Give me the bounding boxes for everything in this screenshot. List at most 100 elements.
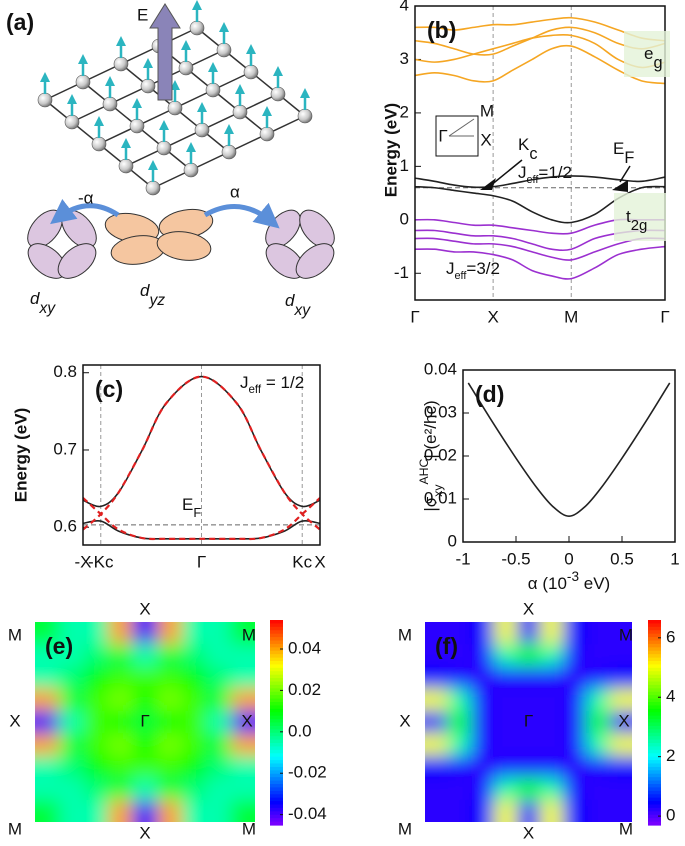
colorbar-step — [270, 746, 283, 751]
y-axis-label: Energy (eV) — [381, 103, 400, 197]
colorbar-step — [648, 739, 661, 744]
heat-cell — [563, 666, 587, 690]
spin-arrow-head — [273, 66, 283, 76]
annotation: Jeff=1/2 — [518, 163, 572, 185]
text-part: F — [624, 149, 634, 167]
x-tick-label: 1 — [670, 549, 679, 568]
heat-cell — [609, 755, 632, 779]
colorbar-step — [270, 678, 283, 683]
heat-cell — [586, 644, 610, 667]
colorbar-step — [270, 630, 283, 635]
colorbar-step — [270, 756, 283, 761]
heat-cell — [448, 688, 472, 712]
heat-cell — [35, 644, 60, 667]
colorbar-step — [648, 671, 661, 676]
colorbar-step — [270, 804, 283, 809]
heat-cell — [181, 644, 207, 667]
heat-cell — [132, 644, 158, 667]
colorbar-step — [648, 650, 661, 655]
colorbar-step — [648, 643, 661, 648]
panel-label: (f) — [435, 633, 458, 659]
heat-cell — [586, 733, 610, 756]
heat-cell — [586, 710, 610, 734]
annotation: dxy — [285, 291, 311, 318]
colorbar-step — [648, 743, 661, 748]
point-label: X — [241, 711, 252, 730]
heat-cell — [206, 666, 232, 690]
heat-cell — [494, 644, 518, 667]
heat-cell — [83, 710, 109, 734]
heat-cell — [108, 644, 134, 667]
annotation: t2g — [626, 207, 647, 234]
colorbar-step — [270, 712, 283, 717]
colorbar-step — [648, 777, 661, 782]
colorbar-step — [648, 657, 661, 662]
heat-cell — [448, 733, 472, 756]
atom — [37, 92, 53, 108]
heat-cell — [586, 622, 610, 645]
heat-cell — [132, 733, 158, 756]
heat-cell — [108, 666, 134, 690]
heat-cell — [132, 777, 158, 801]
colorbar-step — [648, 681, 661, 686]
text-part: yz — [148, 292, 165, 309]
colorbar-step — [648, 708, 661, 713]
heat-cell — [108, 799, 134, 822]
heat-cell — [108, 755, 134, 779]
highlight-box — [624, 31, 670, 77]
text-part: J — [518, 163, 527, 182]
heatmap-cells — [425, 622, 632, 822]
x-tick-label: X — [314, 552, 325, 571]
heat-cell — [586, 799, 610, 822]
heat-cell — [59, 777, 85, 801]
heat-cell — [35, 799, 60, 822]
colorbar-step — [270, 732, 283, 737]
colorbar-step — [648, 661, 661, 666]
text-part: eV) — [579, 574, 610, 593]
colorbar-step — [648, 630, 661, 635]
heat-cell — [230, 755, 255, 779]
colorbar-label: -0.04 — [288, 804, 327, 823]
heat-cell — [230, 666, 255, 690]
text-part: e — [644, 44, 653, 63]
heat-cell — [425, 755, 449, 779]
colorbar-step — [270, 623, 283, 628]
colorbar-step — [270, 647, 283, 652]
colorbar-step — [648, 756, 661, 761]
heat-cell — [517, 688, 541, 712]
point-label: M — [242, 625, 256, 644]
y-tick-label: 0.02 — [424, 445, 457, 464]
band-line — [415, 237, 665, 261]
heat-cell — [83, 777, 109, 801]
annotation: EF — [613, 139, 634, 167]
heat-cell — [494, 799, 518, 822]
y-tick-label: 0.03 — [424, 402, 457, 421]
text-part: =1/2 — [538, 163, 572, 182]
colorbar-step — [648, 705, 661, 710]
heat-cell — [425, 733, 449, 756]
atom — [243, 64, 259, 80]
colorbar-step — [270, 684, 283, 689]
colorbar-step — [270, 736, 283, 741]
heat-cell — [448, 644, 472, 667]
heat-cell — [540, 710, 564, 734]
heat-cell — [157, 622, 183, 645]
heat-cell — [425, 688, 449, 712]
band-line — [83, 375, 320, 531]
annotation: dxy — [30, 289, 56, 316]
text-part: -3 — [567, 569, 579, 584]
heat-cell — [425, 799, 449, 822]
text-part: eff — [527, 174, 540, 186]
colorbar-step — [270, 722, 283, 727]
spin-arrow-head — [121, 138, 131, 148]
colorbar-step — [270, 705, 283, 710]
heat-cell — [609, 688, 632, 712]
annotation: |σxyAHC| (e²/hc) — [417, 400, 445, 511]
annotation: eg — [644, 44, 663, 72]
heat-cell — [132, 666, 158, 690]
colorbar-step — [270, 657, 283, 662]
heat-cell — [448, 755, 472, 779]
panel-label: (e) — [45, 633, 73, 659]
heat-cell — [471, 666, 495, 690]
x-tick-label: -Kc — [88, 552, 114, 571]
